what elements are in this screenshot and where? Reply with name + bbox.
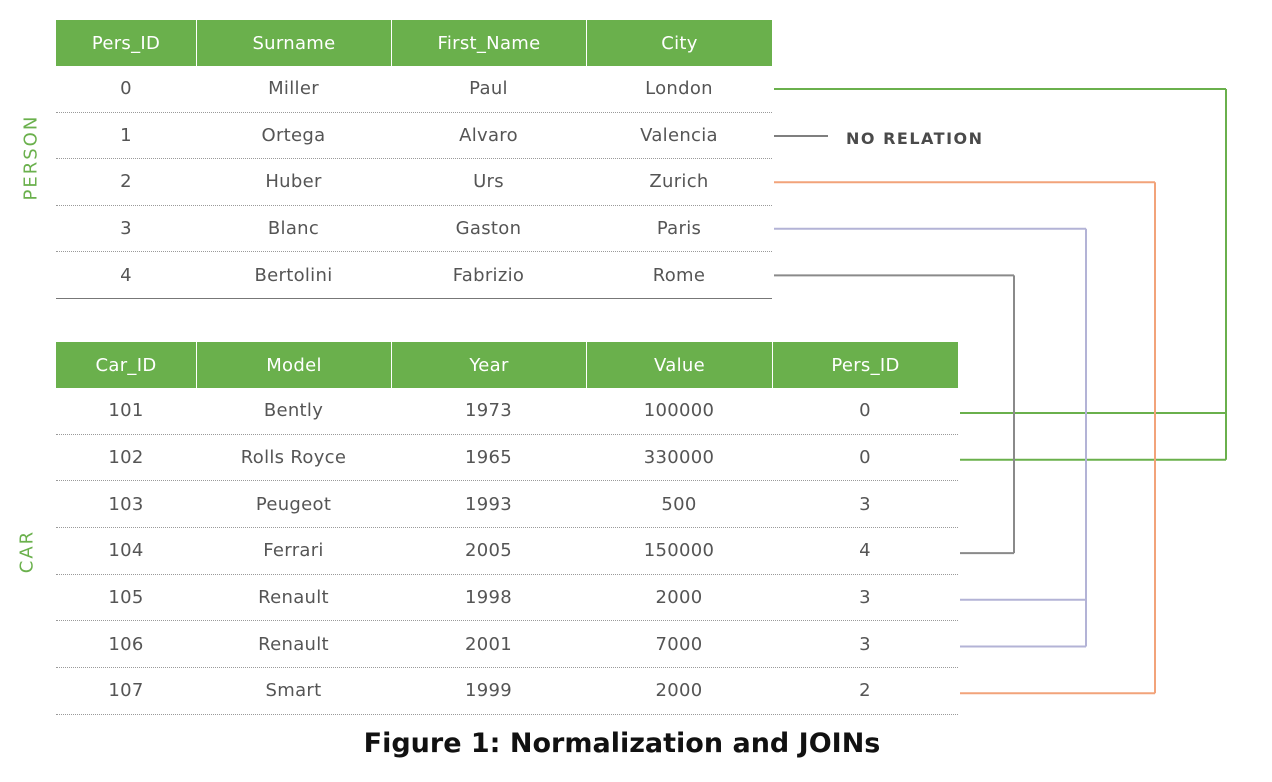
person-col-header: Surname xyxy=(196,20,391,66)
car-cell: 1993 xyxy=(464,493,512,515)
car-cell: 150000 xyxy=(643,540,715,562)
person-row: 2 Huber Urs Zurich xyxy=(56,159,772,206)
car-col-header: Car_ID xyxy=(95,354,157,376)
person-cell: London xyxy=(645,78,713,100)
person-col-header: First_Name xyxy=(391,20,586,66)
person-col-header: Pers_ID xyxy=(91,32,161,54)
person-cell: Ortega xyxy=(261,124,326,146)
car-cell: 1998 xyxy=(464,587,512,609)
car-cell: Ferrari xyxy=(263,540,324,562)
person-col-header: City xyxy=(586,20,772,66)
car-cell: Peugeot xyxy=(255,493,332,515)
car-cell: 100000 xyxy=(643,400,715,422)
car-row: 104 Ferrari 2005 150000 4 xyxy=(56,528,958,575)
car-cell: Bently xyxy=(263,400,324,422)
car-cell: Rolls Royce xyxy=(240,447,347,469)
car-cell: 330000 xyxy=(643,447,715,469)
person-row: 3 Blanc Gaston Paris xyxy=(56,206,772,253)
car-cell: Smart xyxy=(265,680,322,702)
person-cell: 2 xyxy=(120,171,132,193)
car-cell: 2000 xyxy=(655,587,703,609)
car-cell: 2 xyxy=(859,680,871,702)
car-cell: 101 xyxy=(108,400,144,422)
figure-caption: Figure 1: Normalization and JOINs xyxy=(363,728,881,759)
person-cell: Urs xyxy=(473,171,504,193)
car-cell: 1973 xyxy=(464,400,512,422)
car-cell: 2000 xyxy=(655,680,703,702)
car-row: 106 Renault 2001 7000 3 xyxy=(56,621,958,669)
person-cell: Gaston xyxy=(455,218,522,240)
car-cell: 102 xyxy=(108,447,144,469)
car-row: 103 Peugeot 1993 500 3 xyxy=(56,481,958,529)
person-cell: 3 xyxy=(120,218,132,240)
person-header-row: Pers_ID Surname First_Name City xyxy=(56,20,772,66)
person-cell: Huber xyxy=(265,171,322,193)
relation-connectors xyxy=(774,88,1227,695)
car-cell: 106 xyxy=(108,633,144,655)
person-row: 1 Ortega Alvaro Valencia xyxy=(56,113,772,160)
car-col-header: Pers_ID xyxy=(772,342,958,388)
car-cell: Renault xyxy=(258,587,329,609)
car-cell: 2001 xyxy=(464,633,512,655)
person-row: 4 Bertolini Fabrizio Rome xyxy=(56,252,772,299)
car-row: 107 Smart 1999 2000 2 xyxy=(56,668,958,715)
person-table: Pers_ID Surname First_Name City 0 Miller… xyxy=(56,20,772,299)
person-cell: Rome xyxy=(652,264,706,286)
person-cell: Alvaro xyxy=(459,124,518,146)
car-cell: 103 xyxy=(108,493,144,515)
person-cell: 0 xyxy=(120,78,132,100)
car-cell: 0 xyxy=(859,400,871,422)
person-row: 0 Miller Paul London xyxy=(56,66,772,113)
car-cell: 1965 xyxy=(464,447,512,469)
car-cell: 3 xyxy=(859,633,871,655)
person-cell: Valencia xyxy=(640,124,718,146)
car-row: 105 Renault 1998 2000 3 xyxy=(56,575,958,622)
person-cell: Fabrizio xyxy=(452,264,525,286)
no-relation-label: NO RELATION xyxy=(846,129,984,148)
car-cell: 3 xyxy=(859,587,871,609)
person-cell: Bertolini xyxy=(254,264,333,286)
car-cell: 1999 xyxy=(464,680,512,702)
car-cell: 500 xyxy=(661,493,697,515)
car-cell: 105 xyxy=(108,587,144,609)
person-cell: 4 xyxy=(120,264,132,286)
person-cell: 1 xyxy=(120,124,132,146)
car-cell: 4 xyxy=(859,540,871,562)
car-row: 101 Bently 1973 100000 0 xyxy=(56,388,958,435)
car-cell: 7000 xyxy=(655,633,703,655)
car-col-header: Model xyxy=(196,342,391,388)
person-cell: Miller xyxy=(268,78,319,100)
car-col-header: Value xyxy=(586,342,772,388)
person-cell: Blanc xyxy=(267,218,320,240)
car-cell: 0 xyxy=(859,447,871,469)
car-cell: Renault xyxy=(258,633,329,655)
person-cell: Paul xyxy=(469,78,508,100)
car-table: Car_ID Model Year Value Pers_ID 101 Bent… xyxy=(56,342,958,715)
person-cell: Zurich xyxy=(649,171,709,193)
person-cell: Paris xyxy=(656,218,702,240)
car-col-header: Year xyxy=(391,342,586,388)
car-cell: 3 xyxy=(859,493,871,515)
car-cell: 2005 xyxy=(464,540,512,562)
car-cell: 104 xyxy=(108,540,144,562)
car-cell: 107 xyxy=(108,680,144,702)
car-header-row: Car_ID Model Year Value Pers_ID xyxy=(56,342,958,388)
car-row: 102 Rolls Royce 1965 330000 0 xyxy=(56,435,958,482)
